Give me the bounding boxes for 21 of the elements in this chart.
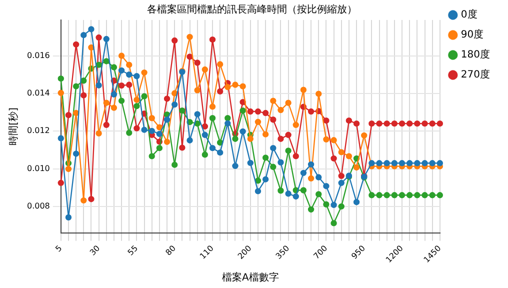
x-tick-label: 110: [198, 244, 216, 261]
x-tick-label: 200: [236, 244, 254, 261]
y-tick-label: 0.008: [26, 202, 50, 211]
x-tick-label: 55: [126, 244, 140, 258]
y-tick-label: 0.016: [26, 50, 50, 60]
y-tick-label: 0.012: [26, 126, 50, 136]
x-tick-label: 30: [88, 244, 102, 258]
legend-label: 0度: [460, 8, 478, 21]
x-tick-label: 350: [274, 244, 292, 261]
chart-title: 各檔案區間檔點的訊長高峰時間（按比例縮放）: [147, 4, 357, 16]
y-tick-label: 0.014: [26, 88, 50, 98]
legend-label: 270度: [460, 68, 490, 81]
x-tick-label: 700: [312, 244, 330, 261]
legend-label: 90度: [460, 28, 484, 41]
y-tick-label: 0.010: [26, 164, 50, 173]
x-tick-label: 950: [350, 244, 367, 261]
x-axis-title: 檔案A檔數字: [222, 272, 279, 284]
x-tick-label: 80: [164, 244, 178, 258]
x-tick-label: 5: [54, 244, 64, 254]
y-axis-title: 時間[秒]: [8, 107, 20, 146]
legend-label: 180度: [460, 48, 490, 61]
